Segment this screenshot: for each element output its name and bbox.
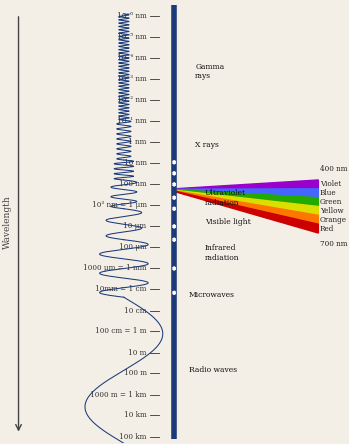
Text: 10⁻⁵ nm: 10⁻⁵ nm xyxy=(117,33,147,41)
Text: 700 nm: 700 nm xyxy=(320,240,348,248)
Text: Visible light: Visible light xyxy=(205,218,251,226)
Text: 10 cm: 10 cm xyxy=(124,306,147,314)
Text: 10⁻¹ nm: 10⁻¹ nm xyxy=(117,117,147,125)
Text: 1000 μm = 1 mm: 1000 μm = 1 mm xyxy=(83,265,147,273)
Text: 10⁻⁶ nm: 10⁻⁶ nm xyxy=(117,12,147,20)
Text: Wavelength: Wavelength xyxy=(3,195,12,249)
Polygon shape xyxy=(174,190,318,215)
Text: Radio waves: Radio waves xyxy=(189,366,237,374)
Text: 10 nm: 10 nm xyxy=(124,159,147,167)
Text: 100 m: 100 m xyxy=(124,369,147,377)
Text: 100 km: 100 km xyxy=(119,432,147,440)
Text: 100 nm: 100 nm xyxy=(119,180,147,188)
Text: Green: Green xyxy=(320,198,342,206)
Text: 100 μm: 100 μm xyxy=(119,243,147,251)
Polygon shape xyxy=(174,180,318,189)
Text: Gamma
rays: Gamma rays xyxy=(195,63,224,80)
Text: 1000 m = 1 km: 1000 m = 1 km xyxy=(90,391,147,399)
Text: X rays: X rays xyxy=(195,141,219,149)
Text: Blue: Blue xyxy=(320,189,337,197)
Polygon shape xyxy=(174,189,318,198)
Text: Red: Red xyxy=(320,225,334,233)
Text: 10⁻² nm: 10⁻² nm xyxy=(117,96,147,104)
Polygon shape xyxy=(174,190,318,206)
Text: 10³ nm = 1 μm: 10³ nm = 1 μm xyxy=(91,201,147,209)
Polygon shape xyxy=(174,190,318,224)
Text: 10⁻³ nm: 10⁻³ nm xyxy=(117,75,147,83)
Text: 1 nm: 1 nm xyxy=(128,139,147,147)
Text: Infrared
radiation: Infrared radiation xyxy=(205,244,239,262)
Text: 10 μm: 10 μm xyxy=(124,222,147,230)
Text: Yellow: Yellow xyxy=(320,207,344,215)
Polygon shape xyxy=(174,191,318,233)
Text: Orange: Orange xyxy=(320,216,347,224)
Text: 10⁻⁴ nm: 10⁻⁴ nm xyxy=(117,54,147,62)
Text: 10mm = 1 cm: 10mm = 1 cm xyxy=(95,285,147,293)
Text: 10 km: 10 km xyxy=(124,412,147,420)
Text: Ultraviolet
radiation: Ultraviolet radiation xyxy=(205,189,246,206)
Text: Microwaves: Microwaves xyxy=(189,291,235,299)
Text: 400 nm: 400 nm xyxy=(320,165,348,173)
Text: 10 m: 10 m xyxy=(128,349,147,357)
Text: Violet: Violet xyxy=(320,180,341,188)
Text: 100 cm = 1 m: 100 cm = 1 m xyxy=(95,327,147,335)
